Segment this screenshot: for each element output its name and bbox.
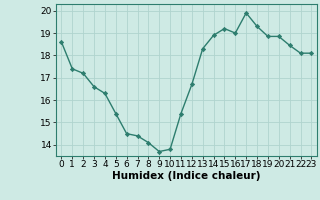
X-axis label: Humidex (Indice chaleur): Humidex (Indice chaleur) bbox=[112, 171, 261, 181]
